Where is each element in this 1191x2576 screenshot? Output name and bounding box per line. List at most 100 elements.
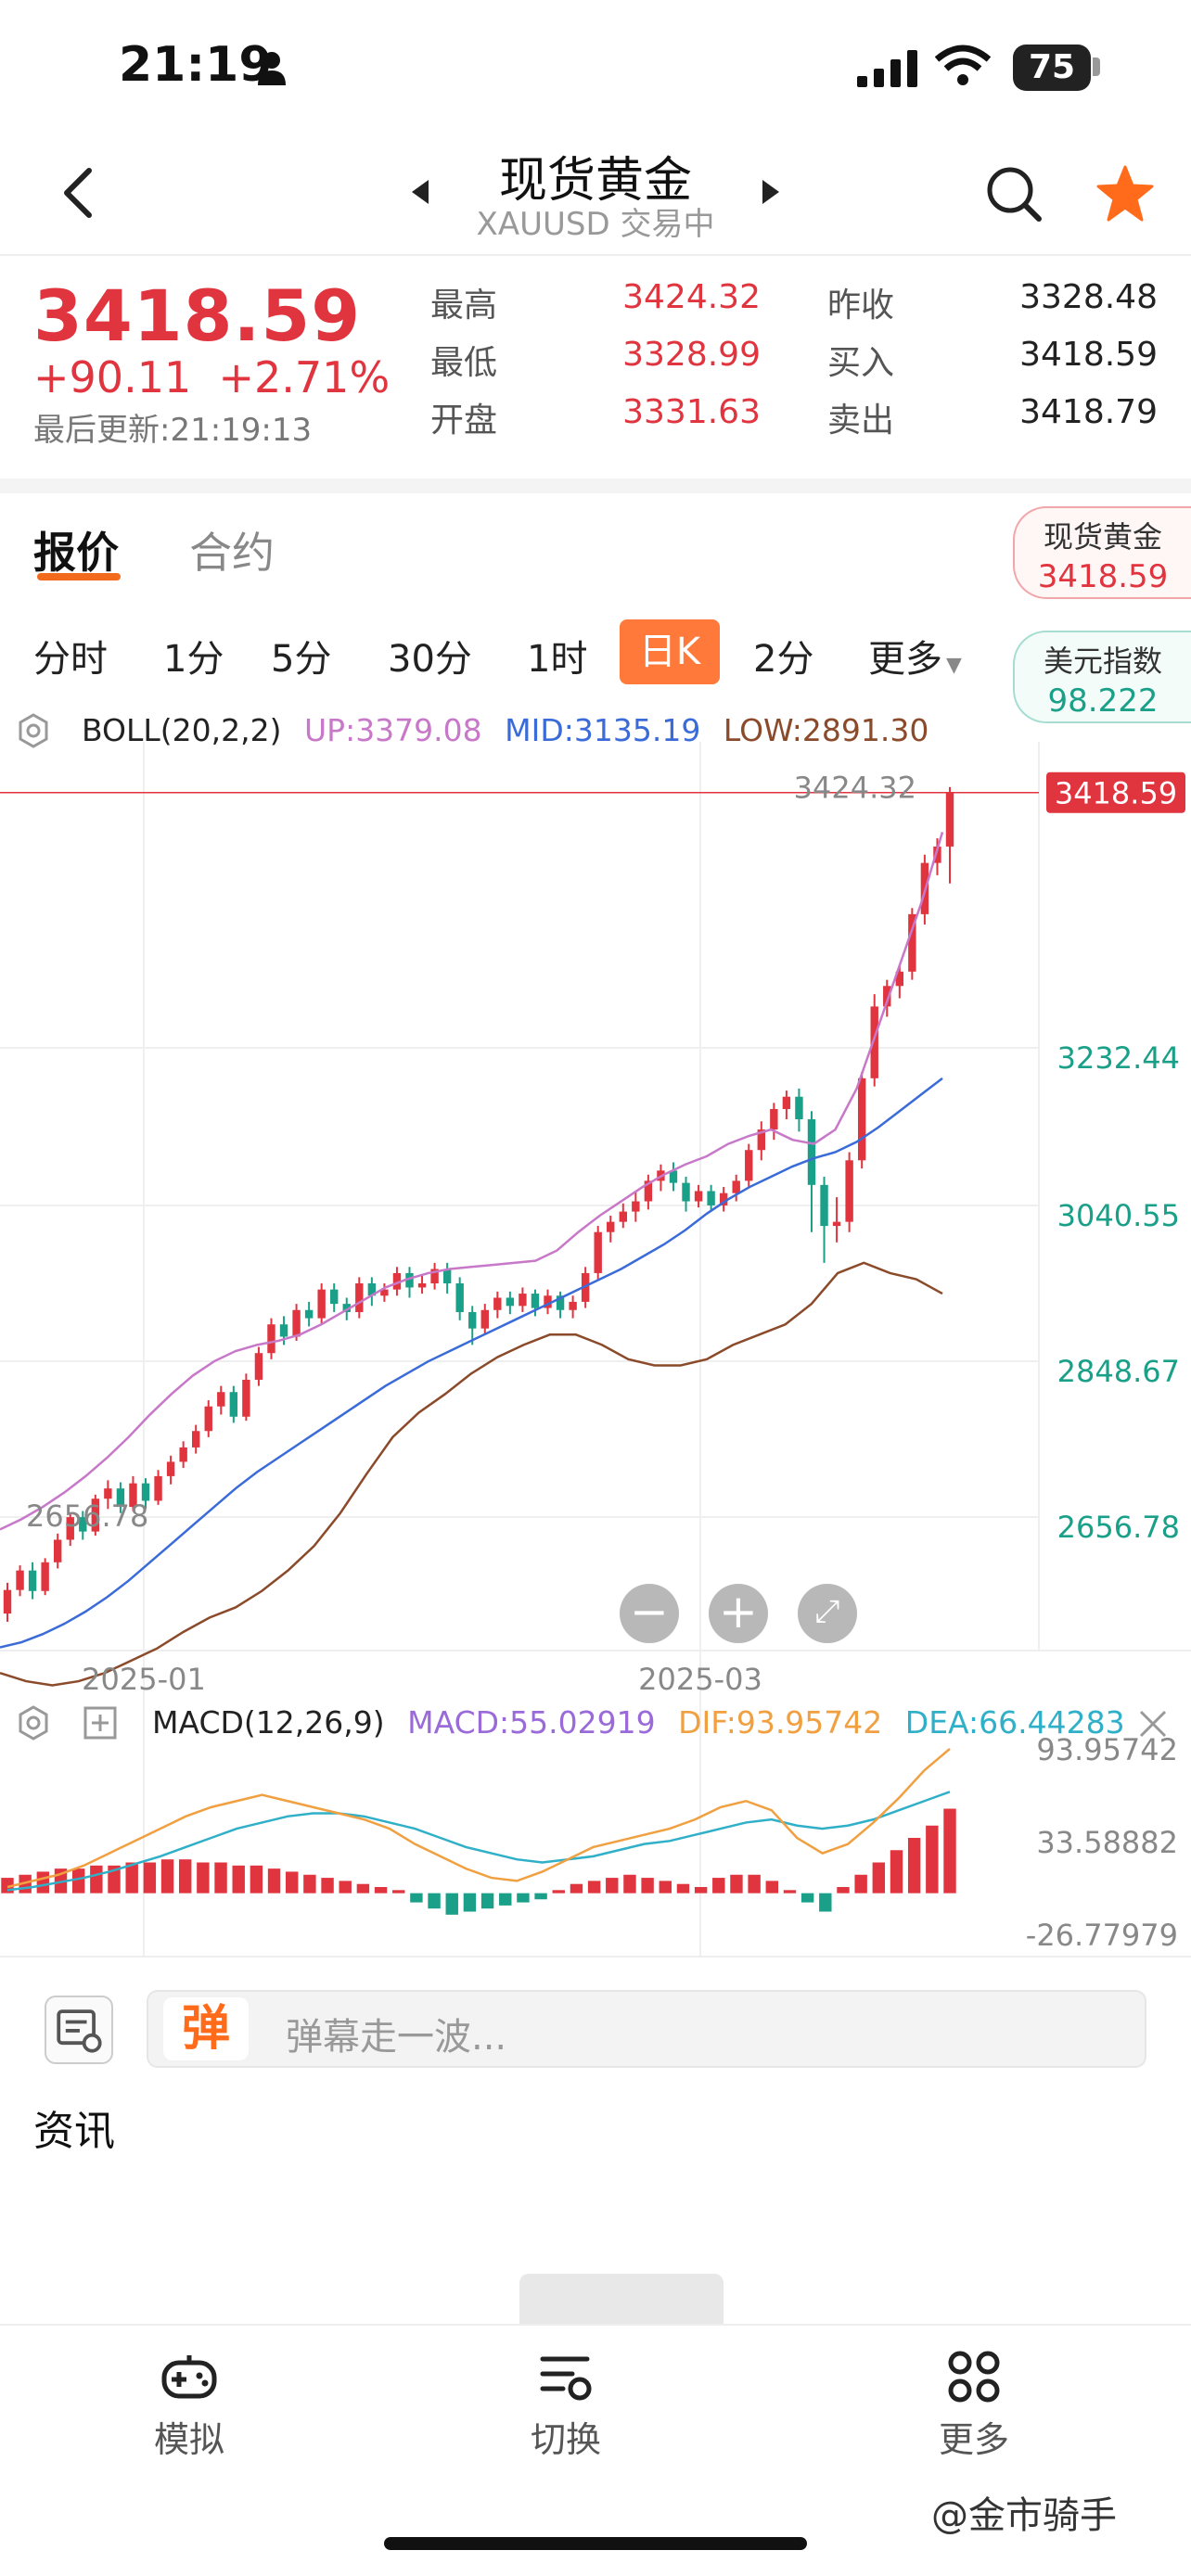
macd-histogram-bar <box>730 1874 743 1894</box>
period-timeshare[interactable]: 分时 <box>33 638 108 681</box>
candle-body <box>745 1150 753 1181</box>
candle-body <box>405 1272 414 1288</box>
macd-histogram-bar <box>178 1859 192 1894</box>
macd-histogram-bar <box>71 1868 85 1894</box>
danmaku-settings-icon[interactable] <box>45 1996 113 2064</box>
bottom-item-more[interactable]: 更多 <box>900 2346 1048 2462</box>
candle-body <box>380 1289 389 1296</box>
macd-histogram-bar <box>623 1874 636 1894</box>
bottom-item-simulate[interactable]: 模拟 <box>115 2346 263 2462</box>
price-tick-label: 3232.44 <box>1057 1040 1180 1076</box>
macd-histogram-bar <box>587 1881 601 1894</box>
candle-body <box>732 1180 740 1193</box>
section-separator <box>0 478 1191 493</box>
candle-body <box>91 1498 100 1532</box>
period-1hour[interactable]: 1时 <box>527 638 588 681</box>
side-card-gold[interactable]: 现货黄金 3418.59 <box>1013 506 1191 599</box>
prev-instrument-icon[interactable] <box>408 178 432 206</box>
macd-histogram-bar <box>872 1862 886 1894</box>
settings-icon[interactable] <box>15 1704 52 1741</box>
macd-histogram-bar <box>90 1865 103 1894</box>
side-card-usd-index[interactable]: 美元指数 98.222 <box>1013 631 1191 723</box>
bid-value: 3418.59 <box>1019 336 1158 374</box>
candle-body <box>468 1311 477 1329</box>
kline-chart[interactable]: 3232.44 3040.55 2848.67 2656.78 3418.59 3424.… <box>0 742 1191 1966</box>
candle-body <box>480 1309 489 1329</box>
bottom-item-switch[interactable]: 切换 <box>492 2346 640 2462</box>
period-daily[interactable]: 日K <box>620 619 720 684</box>
macd-histogram-bar <box>160 1859 174 1894</box>
search-icon[interactable] <box>985 165 1043 223</box>
next-instrument-icon[interactable] <box>759 178 783 206</box>
chevron-down-icon: ▼ <box>946 654 962 677</box>
last-update: 最后更新:21:19:13 <box>33 412 313 449</box>
back-icon[interactable] <box>58 165 100 221</box>
danmaku-input[interactable] <box>147 1990 1146 2068</box>
candle-body <box>933 846 941 863</box>
candle-body <box>895 971 904 987</box>
drawer-handle[interactable] <box>519 2274 724 2326</box>
candle-body <box>719 1192 728 1205</box>
tab-quote[interactable]: 报价 <box>33 528 119 578</box>
page-subtitle: XAUUSD 交易中 <box>476 206 715 243</box>
candle-body <box>342 1304 351 1312</box>
current-price-label: 3418.59 <box>1055 776 1177 811</box>
current-price: 3418.59 <box>33 274 362 357</box>
macd-histogram-bar <box>197 1862 210 1894</box>
boll-up: UP:3379.08 <box>304 712 482 748</box>
candle-body <box>594 1231 602 1273</box>
star-icon[interactable] <box>1095 163 1156 224</box>
switch-icon <box>540 2356 592 2401</box>
candle-body <box>619 1211 627 1222</box>
boll-indicator-row[interactable]: BOLL(20,2,2) UP:3379.08 MID:3135.19 LOW:… <box>82 712 928 748</box>
side-card-value: 98.222 <box>1047 682 1159 720</box>
signal-icon <box>857 50 917 87</box>
period-30min[interactable]: 30分 <box>388 638 472 681</box>
macd-histogram-bar <box>108 1865 121 1894</box>
tab-contract[interactable]: 合约 <box>189 528 275 578</box>
candle-body <box>116 1488 125 1508</box>
period-more[interactable]: 更多 ▼ <box>868 629 962 682</box>
candle-body <box>857 1078 866 1161</box>
period-1min[interactable]: 1分 <box>163 638 224 681</box>
gamepad-icon <box>161 2355 217 2399</box>
macd-histogram-bar <box>286 1871 299 1894</box>
period-2min[interactable]: 2分 <box>753 638 814 681</box>
macd-histogram-bar <box>143 1862 157 1894</box>
macd-indicator-row[interactable]: MACD(12,26,9) MACD:55.02919 DIF:93.95742… <box>152 1704 1125 1741</box>
date-label: 2025-03 <box>638 1662 762 1697</box>
macd-dif-line <box>6 1747 951 1889</box>
candle-body <box>28 1570 37 1591</box>
open-label: 开盘 <box>430 402 498 440</box>
candle-body <box>129 1483 137 1508</box>
macd-histogram-bar <box>552 1890 565 1894</box>
macd-histogram-bar <box>854 1874 867 1894</box>
macd-histogram-bar <box>125 1862 138 1894</box>
period-5min[interactable]: 5分 <box>271 638 332 681</box>
candle-body <box>569 1301 577 1310</box>
macd-label: MACD(12,26,9) <box>152 1704 385 1741</box>
battery-icon: 75 <box>1013 45 1091 91</box>
macd-histogram-bar <box>694 1887 708 1894</box>
add-indicator-icon[interactable] <box>82 1704 119 1741</box>
zoom-out-button[interactable]: − <box>620 1584 679 1643</box>
candle-body <box>519 1294 527 1307</box>
boll-low: LOW:2891.30 <box>723 712 929 748</box>
candle-body <box>870 1006 878 1078</box>
candle-body <box>832 1221 841 1227</box>
macd-histogram-bar <box>428 1893 441 1909</box>
macd-histogram-bar <box>943 1808 956 1894</box>
min-price-annotation: 2656.78 <box>26 1498 148 1534</box>
close-icon[interactable] <box>1137 1708 1169 1740</box>
fullscreen-button[interactable]: ⤢ <box>798 1584 857 1643</box>
boll-middle-line <box>0 1077 943 1649</box>
macd-histogram-bar <box>926 1825 939 1894</box>
battery-cap <box>1093 57 1100 76</box>
side-card-name: 现货黄金 <box>1043 519 1162 555</box>
candle-body <box>945 793 954 847</box>
zoom-in-button[interactable]: + <box>709 1584 768 1643</box>
settings-icon[interactable] <box>15 712 52 749</box>
bottom-item-label: 模拟 <box>153 2419 224 2460</box>
price-tick-label: 2848.67 <box>1057 1354 1180 1389</box>
macd-histogram-bar <box>36 1871 50 1894</box>
